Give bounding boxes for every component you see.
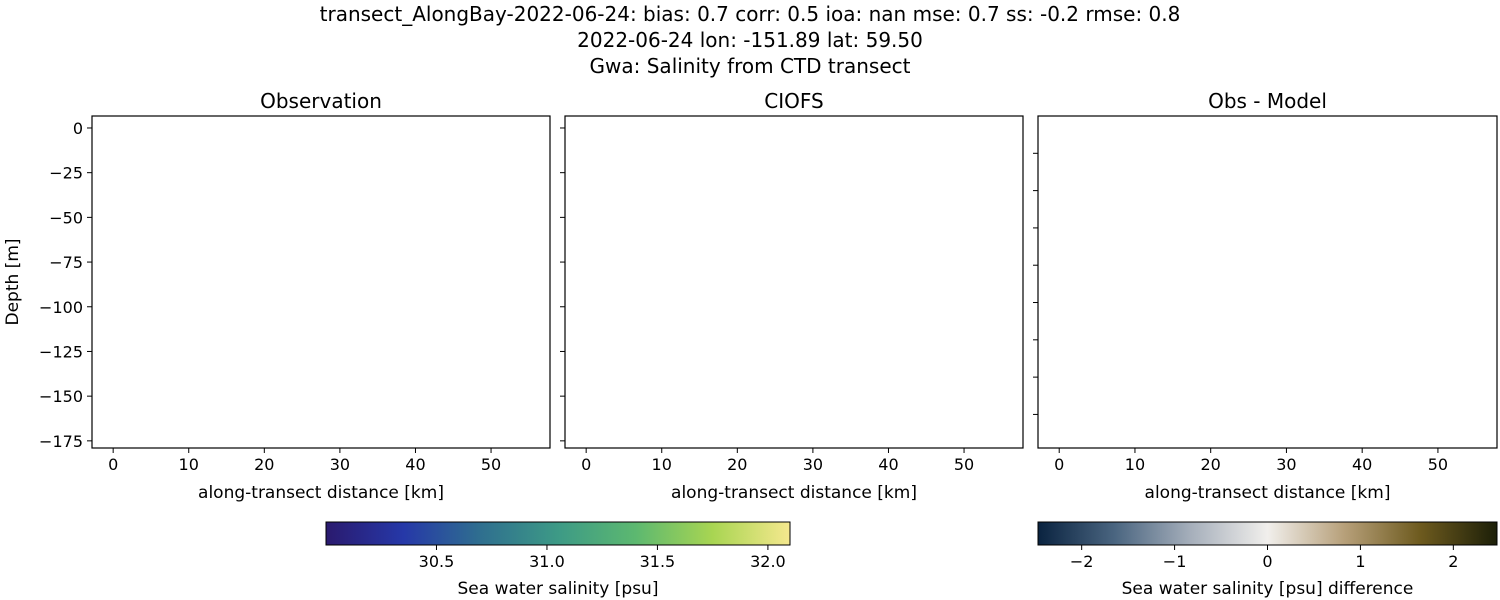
colorbar-0: 30.5 31.0 31.5 32.0 Sea water salinity [psu]: [325, 521, 791, 599]
figure-title-line-2: 2022-06-24 lon: -151.89 lat: 59.50: [577, 28, 923, 52]
y-axis-label: Depth [m]: [3, 238, 23, 325]
panel-title: Observation: [260, 89, 382, 113]
x-tick-label: 50: [954, 455, 974, 474]
x-tick-label: 50: [1428, 455, 1448, 474]
x-tick-label: 0: [1054, 455, 1064, 474]
x-tick-label: 30: [330, 455, 350, 474]
x-tick-label: 20: [727, 455, 747, 474]
colorbar-tick-label: −2: [1070, 552, 1094, 571]
colorbar-gradient: [1037, 521, 1498, 546]
x-tick-label: 20: [1201, 455, 1221, 474]
panel-title: CIOFS: [764, 89, 823, 113]
x-tick-label: 40: [878, 455, 898, 474]
axes-frame: [91, 115, 551, 449]
colorbar-label: Sea water salinity [psu]: [458, 579, 659, 599]
y-tick-label: −100: [39, 298, 83, 317]
x-tick-label: 0: [108, 455, 118, 474]
y-tick-label: −25: [49, 164, 83, 183]
x-tick-label: 50: [481, 455, 501, 474]
x-tick-label: 30: [803, 455, 823, 474]
colorbar-1: −2 −1 0 1 2 Sea water salinity [psu] differen…: [1037, 521, 1498, 599]
y-tick-label: −175: [39, 432, 83, 451]
panel-title: Obs - Model: [1208, 89, 1327, 113]
colorbar-tick-label: 31.0: [529, 552, 565, 571]
figure-title-line-1: transect_AlongBay-2022-06-24: bias: 0.7 …: [319, 2, 1181, 26]
colorbar-label: Sea water salinity [psu] difference: [1122, 579, 1414, 599]
x-axis-label: along-transect distance [km]: [1145, 483, 1391, 503]
colorbar-tick-label: 31.5: [640, 552, 676, 571]
panel-1: CIOFS 0 10 20 30 40 50 along-transect distance …: [560, 89, 1024, 503]
y-tick-label: 0: [73, 119, 83, 138]
x-axis-label: along-transect distance [km]: [671, 483, 917, 503]
y-tick-label: −125: [39, 342, 83, 361]
panel-2: Obs - Model 0 10 20 30 40 50 along-transect dis…: [1033, 89, 1498, 503]
colorbar-tick-label: 2: [1448, 552, 1458, 571]
x-tick-label: 40: [405, 455, 425, 474]
x-tick-label: 10: [652, 455, 672, 474]
panel-0: Observation 0 10 20 30 40 50 along-transect dis…: [3, 89, 551, 503]
x-tick-label: 30: [1276, 455, 1296, 474]
colorbar-tick-label: 30.5: [419, 552, 455, 571]
y-tick-label: −75: [49, 253, 83, 272]
figure-title-line-3: Gwa: Salinity from CTD transect: [589, 54, 911, 78]
colorbar-tick-label: 1: [1355, 552, 1365, 571]
colorbar-tick-label: −1: [1163, 552, 1187, 571]
x-tick-label: 10: [1125, 455, 1145, 474]
x-axis-label: along-transect distance [km]: [198, 483, 444, 503]
x-tick-label: 10: [179, 455, 199, 474]
y-tick-label: −150: [39, 387, 83, 406]
colorbar-gradient: [325, 521, 791, 546]
x-tick-label: 40: [1352, 455, 1372, 474]
colorbar-tick-label: 32.0: [750, 552, 786, 571]
axes-frame: [564, 115, 1024, 449]
x-tick-label: 20: [254, 455, 274, 474]
x-tick-label: 0: [581, 455, 591, 474]
y-tick-label: −50: [49, 208, 83, 227]
colorbar-tick-label: 0: [1262, 552, 1272, 571]
axes-frame: [1037, 115, 1498, 449]
